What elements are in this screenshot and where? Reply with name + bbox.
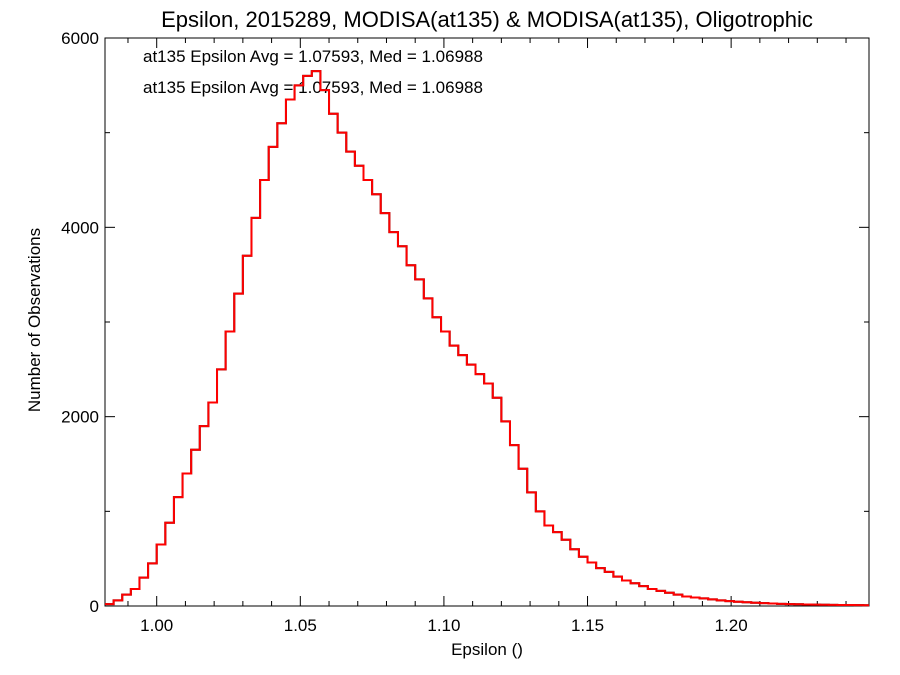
x-tick-label: 1.05 xyxy=(284,616,317,635)
y-tick-label: 2000 xyxy=(61,408,99,427)
x-tick-label: 1.10 xyxy=(427,616,460,635)
y-tick-label: 4000 xyxy=(61,218,99,237)
plot-frame xyxy=(104,37,870,607)
x-tick-label: 1.00 xyxy=(140,616,173,635)
series-layer xyxy=(105,70,869,607)
annotation-black: at135 Epsilon Avg = 1.07593, Med = 1.069… xyxy=(143,47,483,66)
chart-title: Epsilon, 2015289, MODISA(at135) & MODISA… xyxy=(161,7,813,32)
series-line-1 xyxy=(105,70,869,607)
series-line-0 xyxy=(105,70,869,607)
annotation-red: at135 Epsilon Avg = 1.07593, Med = 1.069… xyxy=(143,78,483,97)
y-tick-label: 0 xyxy=(90,597,99,616)
y-axis-label: Number of Observations xyxy=(25,228,44,412)
x-tick-label: 1.15 xyxy=(571,616,604,635)
y-tick-label: 6000 xyxy=(61,29,99,48)
axis-ticks: 1.00 1.05 1.10 1.15 1.20 0 2000 4000 6000 xyxy=(61,29,869,635)
x-axis-label: Epsilon () xyxy=(451,640,523,659)
x-tick-label: 1.20 xyxy=(715,616,748,635)
